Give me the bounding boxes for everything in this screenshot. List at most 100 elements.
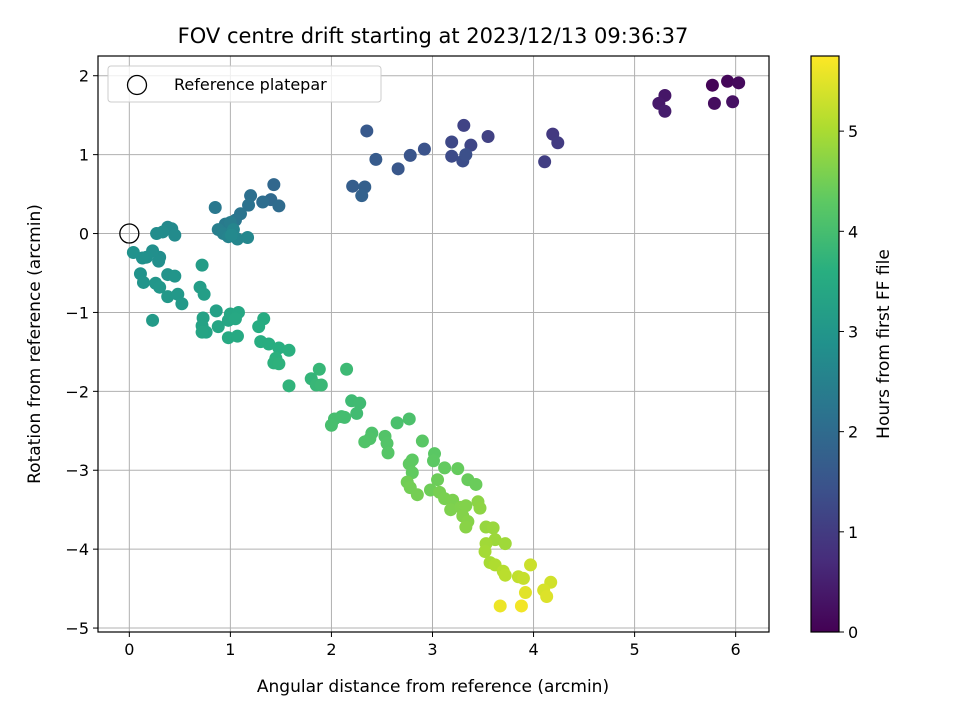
scatter-point [168, 228, 182, 242]
scatter-point [282, 343, 296, 357]
colorbar-tick-label: 0 [848, 623, 858, 642]
scatter-point [705, 78, 719, 92]
scatter-point [208, 200, 222, 214]
scatter-point [481, 129, 495, 143]
scatter-point [209, 304, 223, 318]
scatter-point [726, 95, 740, 109]
colorbar-tick-label: 3 [848, 322, 858, 341]
scatter-point [459, 499, 473, 513]
scatter-point [390, 416, 404, 430]
scatter-point [355, 189, 369, 203]
x-tick-label: 3 [427, 640, 437, 659]
legend: Reference platepar [107, 65, 382, 103]
scatter-point [324, 418, 338, 432]
scatter-point [161, 290, 175, 304]
scatter-point [516, 571, 530, 585]
x-axis-label: Angular distance from reference (arcmin) [257, 677, 609, 697]
scatter-point [241, 230, 255, 244]
y-tick-label: 0 [79, 225, 89, 244]
scatter-point [211, 320, 225, 334]
scatter-point [402, 412, 416, 426]
scatter-point [314, 378, 328, 392]
colorbar-tick-label: 5 [848, 122, 858, 141]
x-tick-label: 0 [124, 640, 134, 659]
scatter-point [262, 337, 276, 351]
colorbar-tick-label: 2 [848, 423, 858, 442]
scatter-point [197, 287, 211, 301]
scatter-point [272, 199, 286, 213]
scatter-point [459, 148, 473, 162]
scatter-point [540, 589, 554, 603]
scatter-point [350, 406, 364, 420]
y-axis-label: Rotation from reference (arcmin) [25, 204, 45, 484]
scatter-point [478, 545, 492, 559]
y-axis-ticks: −5 −4 −3 −2 −1 0 1 2 [65, 67, 98, 638]
x-axis-ticks: 0 1 2 3 4 5 6 [124, 632, 741, 659]
scatter-point [150, 227, 164, 241]
scatter-point [415, 434, 429, 448]
scatter-point [272, 357, 286, 371]
colorbar-tick-label: 4 [848, 222, 858, 241]
scatter-point [195, 325, 209, 339]
scatter-point [469, 477, 483, 491]
colorbar-label: Hours from first FF file [874, 249, 894, 439]
legend-box [107, 65, 382, 103]
scatter-point [417, 142, 431, 156]
y-tick-label: −2 [65, 382, 89, 401]
scatter-point [732, 76, 746, 90]
scatter-point [312, 362, 326, 376]
y-tick-label: −1 [65, 303, 89, 322]
scatter-point [153, 280, 167, 294]
scatter-point [444, 503, 458, 517]
scatter-point [438, 461, 452, 475]
scatter-point [195, 258, 209, 272]
scatter-point [445, 149, 459, 163]
scatter-point [256, 195, 270, 209]
chart-title: FOV centre drift starting at 2023/12/13 … [178, 24, 689, 48]
scatter-point [228, 312, 242, 326]
scatter-point [136, 275, 150, 289]
scatter-point [338, 410, 352, 424]
scatter-point [369, 152, 383, 166]
x-tick-label: 5 [630, 640, 640, 659]
scatter-point [242, 198, 256, 212]
scatter-point [498, 568, 512, 582]
scatter-point [538, 155, 552, 169]
scatter-point [380, 436, 394, 450]
scatter-point [272, 341, 286, 355]
legend-marker-icon [126, 74, 148, 96]
scatter-point [340, 362, 354, 376]
colorbar-tick-label: 1 [848, 523, 858, 542]
scatter-point [358, 435, 372, 449]
y-tick-label: 2 [79, 67, 89, 86]
scatter-point [360, 124, 374, 138]
scatter-point [282, 379, 296, 393]
scatter-point [152, 254, 166, 268]
x-tick-label: 2 [326, 640, 336, 659]
scatter-point [168, 269, 182, 283]
plot-frame [97, 55, 770, 633]
colorbar [810, 55, 840, 633]
scatter-point [498, 537, 512, 551]
scatter-point [457, 118, 471, 132]
scatter-point [721, 74, 735, 88]
scatter-point [230, 329, 244, 343]
scatter-point [524, 558, 538, 572]
scatter-point [252, 320, 266, 334]
reference-platepar-marker [119, 223, 140, 244]
scatter-point [146, 313, 160, 327]
y-tick-label: −3 [65, 461, 89, 480]
scatter-point [551, 136, 565, 150]
scatter-point [445, 135, 459, 149]
scatter-point [175, 297, 189, 311]
scatter-point [707, 96, 721, 110]
x-tick-label: 1 [225, 640, 235, 659]
x-tick-label: 4 [528, 640, 538, 659]
scatter-point [431, 473, 445, 487]
scatter-point [658, 104, 672, 118]
y-tick-label: −5 [65, 619, 89, 638]
scatter-point [459, 520, 473, 534]
colorbar-ticks: 0 1 2 3 4 5 [839, 122, 858, 642]
scatter-point [391, 162, 405, 176]
